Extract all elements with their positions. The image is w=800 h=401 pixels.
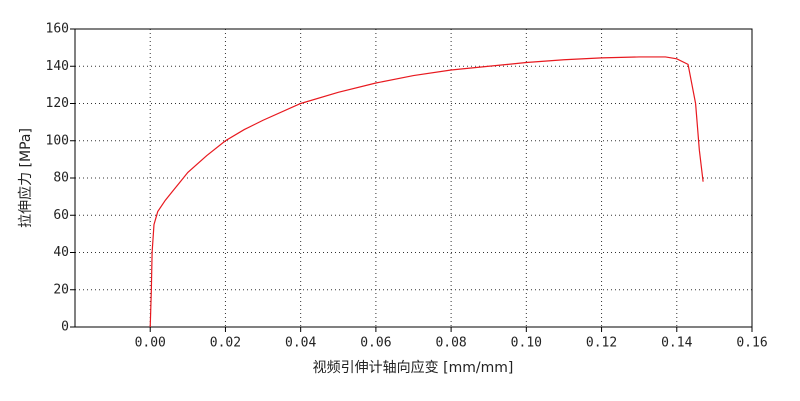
plot-frame <box>74 28 753 328</box>
y-tick-label: 0 <box>61 320 69 335</box>
y-tick-label: 80 <box>53 171 69 186</box>
x-tick-label: 0.14 <box>661 336 692 351</box>
y-axis-label: 拉伸应力 [MPa] <box>17 128 34 228</box>
x-tick-label: 0.10 <box>511 336 542 351</box>
y-tick-label: 120 <box>46 96 69 111</box>
x-tick-label: 0.02 <box>210 336 241 351</box>
x-tick-label: 0.04 <box>285 336 316 351</box>
x-tick-label: 0.06 <box>360 336 391 351</box>
x-tick-label: 0.08 <box>435 336 466 351</box>
line-series <box>149 56 704 328</box>
x-tick-label: 0.12 <box>586 336 617 351</box>
y-tick-label: 40 <box>53 245 69 260</box>
y-tick-label: 160 <box>46 22 69 37</box>
y-tick-label: 20 <box>53 282 69 297</box>
y-tick-label: 140 <box>46 59 69 74</box>
x-tick-label: 0.16 <box>736 336 767 351</box>
x-tick-label: 0.00 <box>135 336 166 351</box>
y-tick-label: 60 <box>53 208 69 223</box>
x-axis-label: 视频引伸计轴向应变 [mm/mm] <box>313 359 514 376</box>
y-tick-label: 100 <box>46 133 69 148</box>
